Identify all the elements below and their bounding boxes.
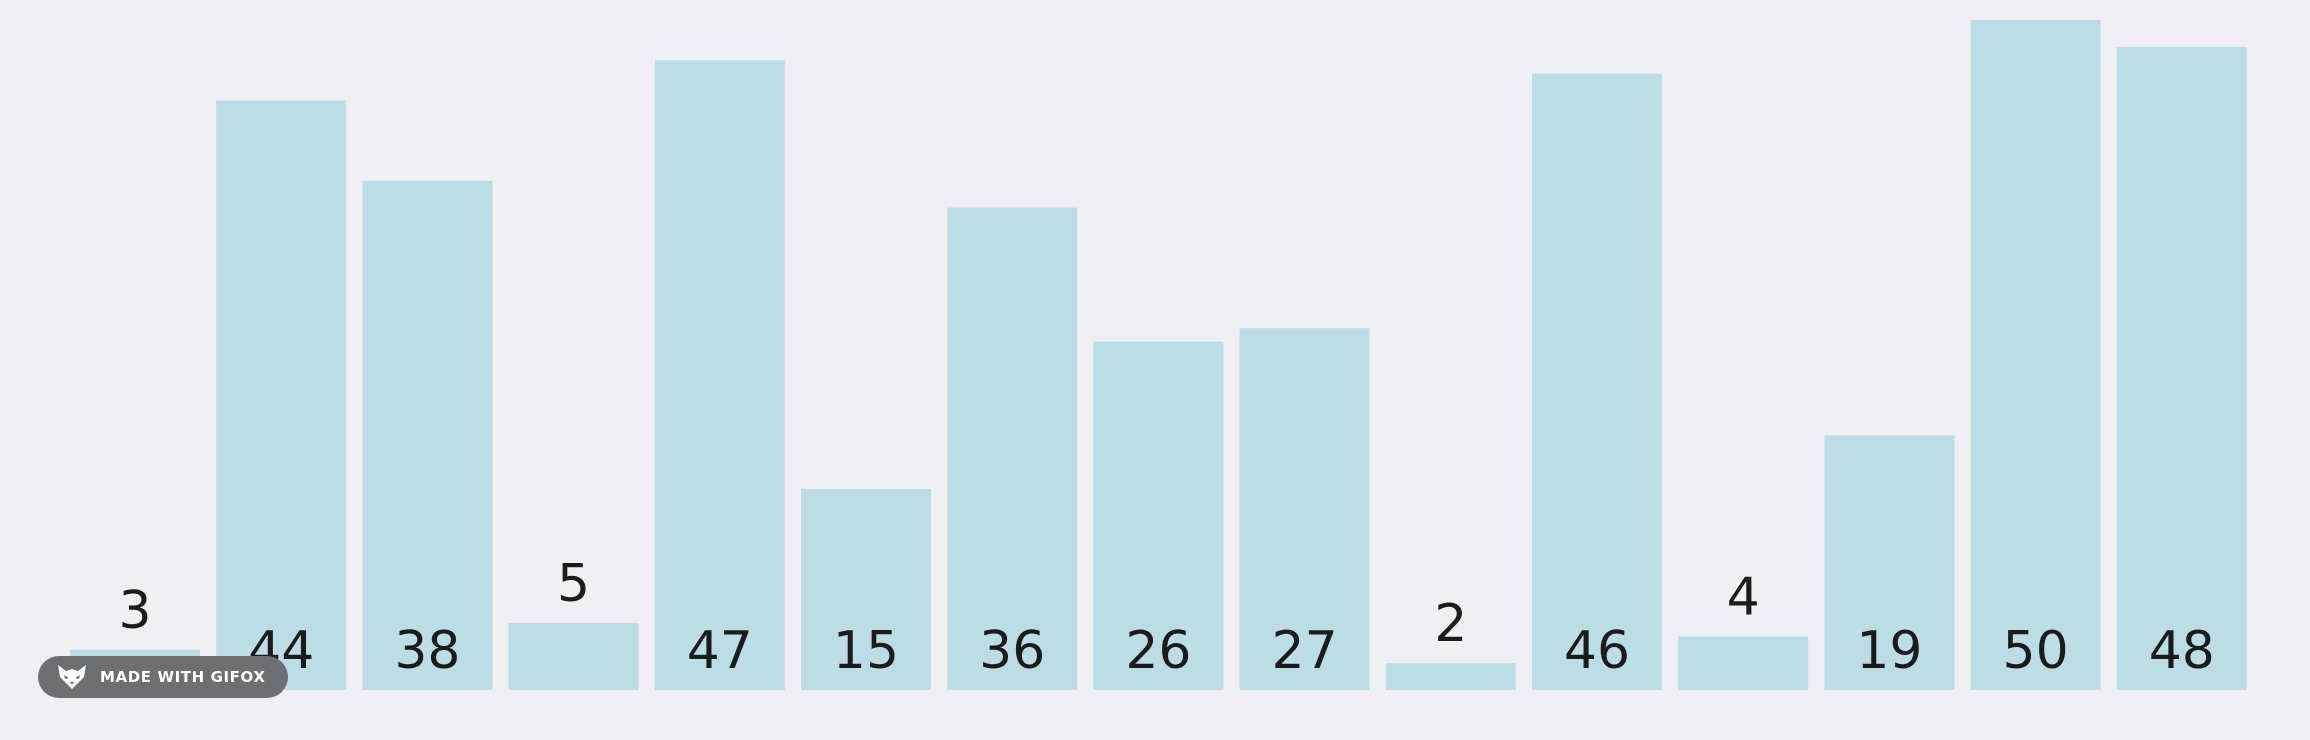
bar-value-label-12: 4 [1727, 567, 1760, 627]
bar-value-label-15: 48 [2149, 621, 2215, 681]
bars-layer [70, 20, 2247, 691]
bar-14 [1970, 20, 2101, 690]
bar-value-label-3: 38 [394, 621, 460, 681]
bar-11 [1532, 73, 1662, 691]
bar-value-label-13: 19 [1856, 621, 1922, 681]
bar-value-label-9: 27 [1272, 621, 1338, 681]
bar-value-label-4: 5 [557, 554, 590, 614]
gifox-watermark: MADE WITH GIFOX [38, 656, 288, 698]
bar-9 [1239, 328, 1370, 690]
bar-value-label-10: 2 [1434, 594, 1467, 654]
bar-value-label-5: 47 [687, 621, 753, 681]
bar-value-label-7: 36 [979, 621, 1045, 681]
bar-value-label-8: 26 [1125, 621, 1191, 681]
bar-2 [216, 100, 347, 690]
bar-8 [1093, 341, 1224, 690]
bar-7 [947, 207, 1078, 690]
bar-6 [801, 489, 931, 690]
bar-3 [362, 180, 493, 691]
bar-value-label-11: 46 [1564, 621, 1630, 681]
bar-13 [1824, 435, 1955, 690]
bar-value-label-6: 15 [833, 621, 899, 681]
bar-12 [1678, 636, 1809, 690]
bar-value-label-14: 50 [2003, 621, 2069, 681]
bar-5 [654, 60, 785, 690]
bar-15 [2116, 46, 2247, 691]
bar-value-label-1: 3 [118, 581, 151, 641]
watermark-text: MADE WITH GIFOX [100, 668, 266, 686]
fox-logo-icon [56, 663, 88, 691]
bar-4 [508, 623, 639, 690]
bar-10 [1385, 663, 1516, 690]
